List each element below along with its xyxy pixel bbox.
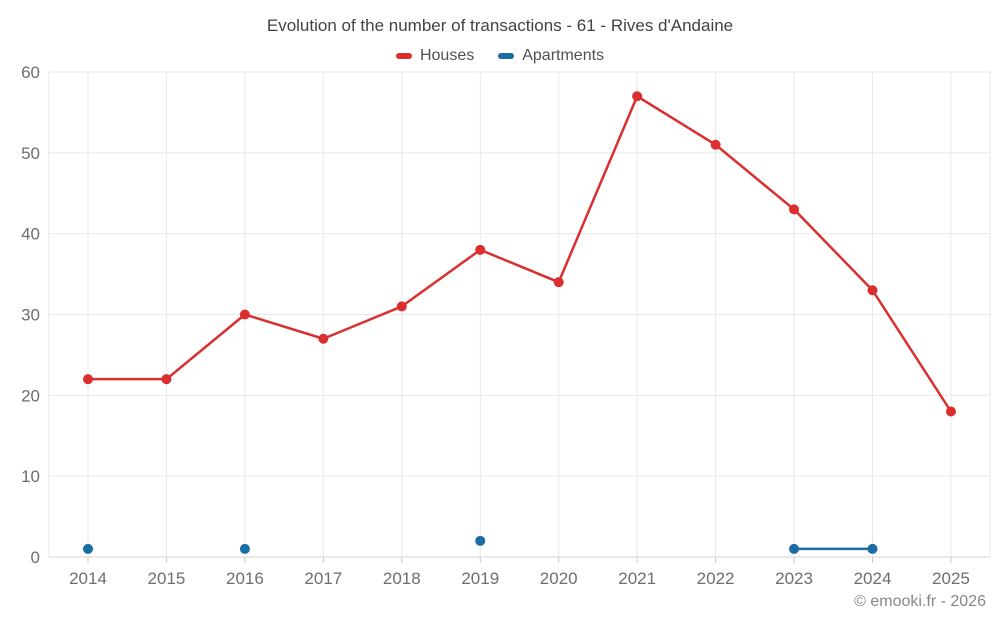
svg-text:60: 60 [21, 63, 40, 82]
svg-text:0: 0 [31, 548, 40, 567]
svg-text:2017: 2017 [304, 569, 342, 588]
legend-label-apartments: Apartments [522, 47, 605, 64]
svg-text:2020: 2020 [540, 569, 578, 588]
svg-text:2019: 2019 [461, 569, 499, 588]
svg-text:2021: 2021 [618, 569, 656, 588]
svg-text:2025: 2025 [932, 569, 970, 588]
apartments-series-swatch-icon [498, 53, 515, 59]
legend-label-houses: Houses [419, 47, 475, 64]
svg-text:20: 20 [21, 386, 40, 405]
svg-text:2018: 2018 [383, 569, 421, 588]
svg-text:30: 30 [21, 306, 40, 325]
copyright-footer: © emooki.fr - 2026 [854, 593, 986, 610]
svg-text:2016: 2016 [226, 569, 264, 588]
svg-text:50: 50 [21, 144, 40, 163]
svg-text:2022: 2022 [697, 569, 735, 588]
chart-legend: Houses Apartments [0, 47, 1000, 65]
houses-series-swatch-icon [395, 53, 412, 59]
svg-text:2014: 2014 [69, 569, 107, 588]
svg-text:2015: 2015 [148, 569, 186, 588]
legend-item-houses[interactable]: Houses [395, 47, 475, 65]
svg-text:10: 10 [21, 467, 40, 486]
svg-text:2023: 2023 [775, 569, 813, 588]
svg-text:2024: 2024 [854, 569, 892, 588]
chart-title: Evolution of the number of transactions … [266, 16, 734, 35]
legend-item-apartments[interactable]: Apartments [498, 47, 604, 65]
svg-text:40: 40 [21, 225, 40, 244]
